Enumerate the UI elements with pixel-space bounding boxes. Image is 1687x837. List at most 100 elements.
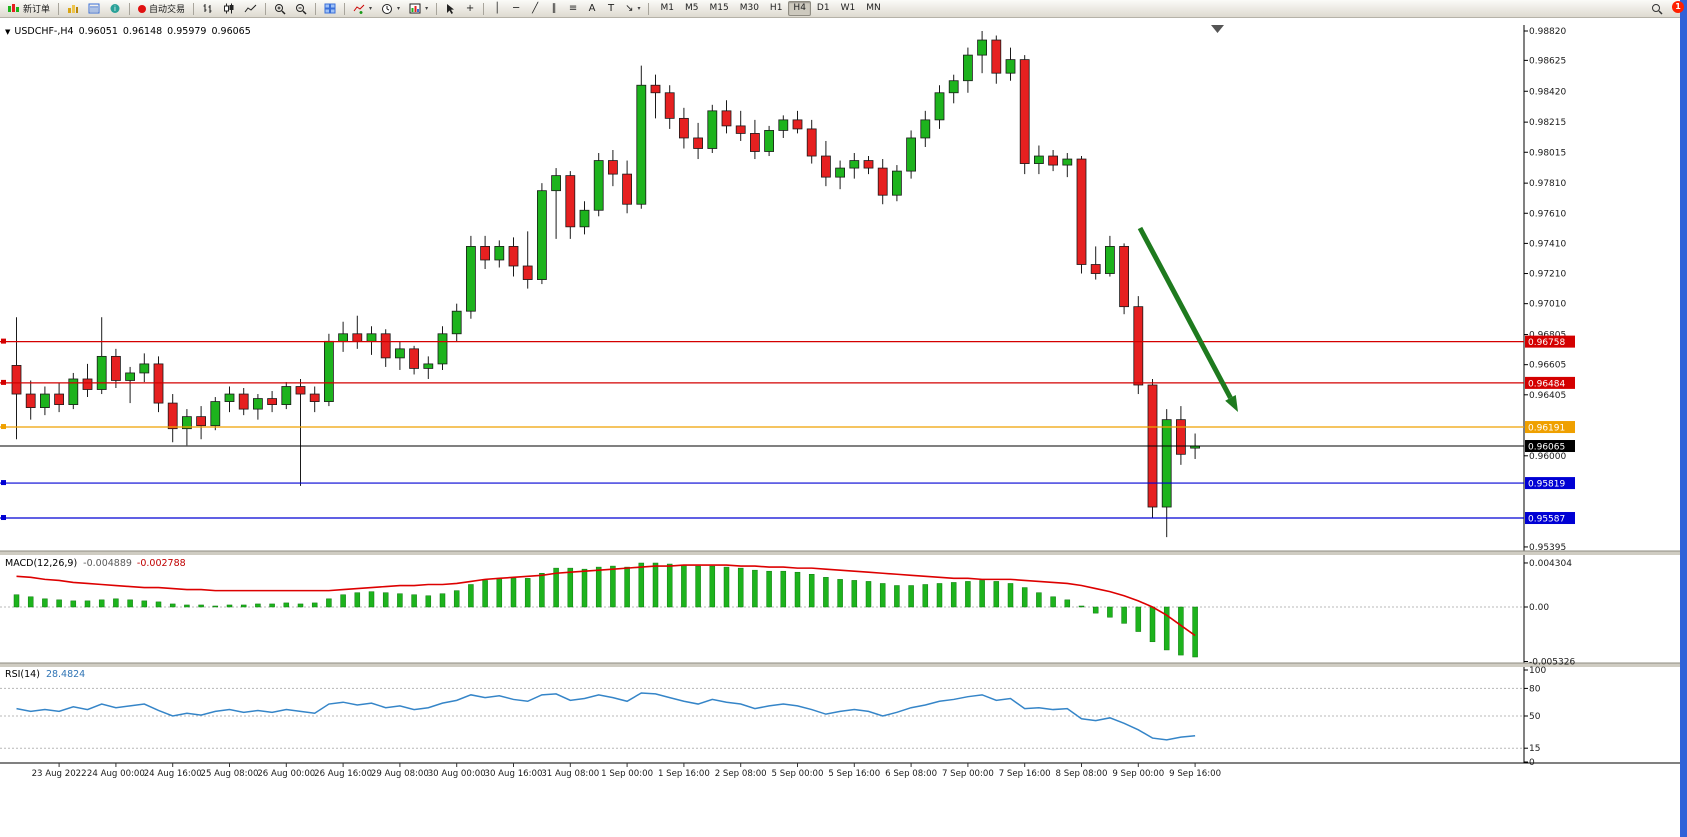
window-edge-scrollbar[interactable] [1680, 0, 1687, 837]
svg-text:0.95395: 0.95395 [1529, 543, 1566, 553]
line-chart-icon [244, 4, 257, 13]
line-chart-button[interactable] [240, 1, 261, 17]
timeframe-w1-button[interactable]: W1 [836, 1, 861, 16]
price-tag [1525, 512, 1575, 525]
templates-button[interactable]: ▾ [405, 1, 432, 17]
market-watch-icon [68, 5, 79, 13]
svg-text:9 Sep 00:00: 9 Sep 00:00 [1112, 769, 1164, 779]
annotation-arrowhead [1225, 395, 1238, 412]
svg-text:0.97610: 0.97610 [1529, 209, 1566, 219]
toolbar: 新订单 i 自动交易 ▾ ▾ ▾ + │ ─ ╱ ∥ ≡ A T ↘ ▾ [0, 0, 1680, 18]
arrows-tool-button[interactable]: ↘ ▾ [621, 1, 644, 17]
trendline-icon: ╱ [532, 2, 539, 14]
toolbar-separator [483, 2, 485, 15]
svg-text:26 Aug 16:00: 26 Aug 16:00 [314, 769, 372, 779]
cursor-button[interactable] [441, 1, 460, 17]
tile-windows-button[interactable] [320, 1, 340, 17]
ohlc-close: 0.96065 [211, 26, 251, 37]
macd-signal-line [16, 564, 1196, 637]
chevron-down-icon: ▾ [397, 5, 401, 12]
svg-text:23 Aug 2022: 23 Aug 2022 [32, 769, 87, 779]
chevron-down-icon: ▾ [425, 5, 429, 12]
periods-button[interactable]: ▾ [377, 1, 404, 17]
toolbar-separator [436, 2, 438, 15]
timeframe-d1-button[interactable]: D1 [812, 1, 835, 16]
rsi-value: 28.4824 [45, 669, 86, 680]
text-label-button[interactable]: T [602, 1, 620, 17]
ohlc-low: 0.95979 [167, 26, 207, 37]
vertical-line-button[interactable]: │ [488, 1, 506, 17]
new-order-label: 新订单 [23, 5, 51, 15]
svg-text:100: 100 [1529, 666, 1546, 676]
trendline-button[interactable]: ╱ [526, 1, 544, 17]
svg-text:30 Aug 16:00: 30 Aug 16:00 [485, 769, 543, 779]
vertical-line-icon: │ [494, 2, 501, 14]
rsi-name: RSI(14) [5, 669, 40, 680]
timeframe-m1-button[interactable]: M1 [655, 1, 679, 16]
svg-text:0.96000: 0.96000 [1529, 452, 1566, 462]
toolbar-separator [265, 2, 267, 15]
macd-indicator-label: MACD(12,26,9) -0.004889 -0.002788 [5, 558, 186, 569]
fibonacci-button[interactable]: ≡ [564, 1, 582, 17]
level-handle [1, 379, 6, 385]
text-label-icon: T [608, 2, 615, 14]
templates-icon [409, 3, 421, 14]
svg-text:0.96191: 0.96191 [1528, 424, 1565, 434]
text-button[interactable]: A [583, 1, 601, 17]
bar-chart-button[interactable] [198, 1, 218, 17]
zoom-in-icon [275, 3, 286, 15]
toolbar-separator [648, 2, 650, 15]
annotation-arrow [1137, 226, 1233, 400]
svg-text:7 Sep 16:00: 7 Sep 16:00 [999, 769, 1051, 779]
data-window-button[interactable] [84, 1, 104, 17]
timeframe-mn-button[interactable]: MN [861, 1, 886, 16]
horizontal-line-button[interactable]: ─ [507, 1, 525, 17]
svg-text:31 Aug 08:00: 31 Aug 08:00 [541, 769, 599, 779]
rsi-indicator-label: RSI(14) 28.4824 [5, 669, 85, 680]
bar-chart-icon [203, 4, 212, 13]
level-handle [1, 338, 6, 344]
chevron-down-icon: ▾ [369, 5, 373, 12]
ohlc-open: 0.96051 [78, 26, 118, 37]
timeframe-m15-button[interactable]: M15 [704, 1, 733, 16]
market-watch-button[interactable] [63, 1, 83, 17]
svg-text:0.96805: 0.96805 [1529, 331, 1566, 341]
indicators-button[interactable]: ▾ [349, 1, 376, 17]
svg-text:7 Sep 00:00: 7 Sep 00:00 [942, 769, 994, 779]
svg-text:0.96758: 0.96758 [1528, 338, 1565, 348]
svg-text:0.98820: 0.98820 [1529, 27, 1566, 37]
notification-badge[interactable]: 1 [1672, 1, 1684, 13]
svg-text:1 Sep 16:00: 1 Sep 16:00 [658, 769, 710, 779]
collapse-triangle-icon[interactable]: ▼ [5, 28, 11, 36]
candlestick-chart-button[interactable] [219, 1, 239, 17]
ohlc-high: 0.96148 [122, 26, 163, 37]
chart-title: ▼ USDCHF-,H4 0.96051 0.96148 0.95979 0.96065 [5, 26, 256, 37]
arrow-tool-icon: ↘ [625, 2, 634, 14]
price-tag [1525, 376, 1575, 389]
channel-button[interactable]: ∥ [545, 1, 563, 17]
search-button[interactable] [1647, 1, 1667, 17]
svg-text:0.96605: 0.96605 [1529, 361, 1566, 371]
zoom-out-button[interactable] [291, 1, 311, 17]
svg-text:30 Aug 00:00: 30 Aug 00:00 [428, 769, 486, 779]
timeframe-m5-button[interactable]: M5 [680, 1, 704, 16]
crosshair-button[interactable]: + [461, 1, 479, 17]
svg-text:26 Aug 00:00: 26 Aug 00:00 [257, 769, 315, 779]
panel-divider [0, 663, 1680, 667]
zoom-in-button[interactable] [270, 1, 290, 17]
new-order-button[interactable]: 新订单 [3, 1, 54, 17]
candles-layer [11, 31, 1200, 538]
timeframe-h4-button[interactable]: H4 [788, 1, 811, 16]
svg-text:0.95819: 0.95819 [1528, 480, 1565, 490]
navigator-icon: i [110, 4, 120, 13]
price-tag [1525, 440, 1575, 453]
navigator-button[interactable]: i [105, 1, 125, 17]
autotrading-button[interactable]: 自动交易 [134, 1, 189, 17]
svg-text:i: i [114, 5, 116, 13]
svg-text:80: 80 [1529, 684, 1541, 694]
svg-text:0.96065: 0.96065 [1528, 443, 1565, 453]
timeframe-m30-button[interactable]: M30 [735, 1, 764, 16]
timeframe-h1-button[interactable]: H1 [765, 1, 788, 16]
